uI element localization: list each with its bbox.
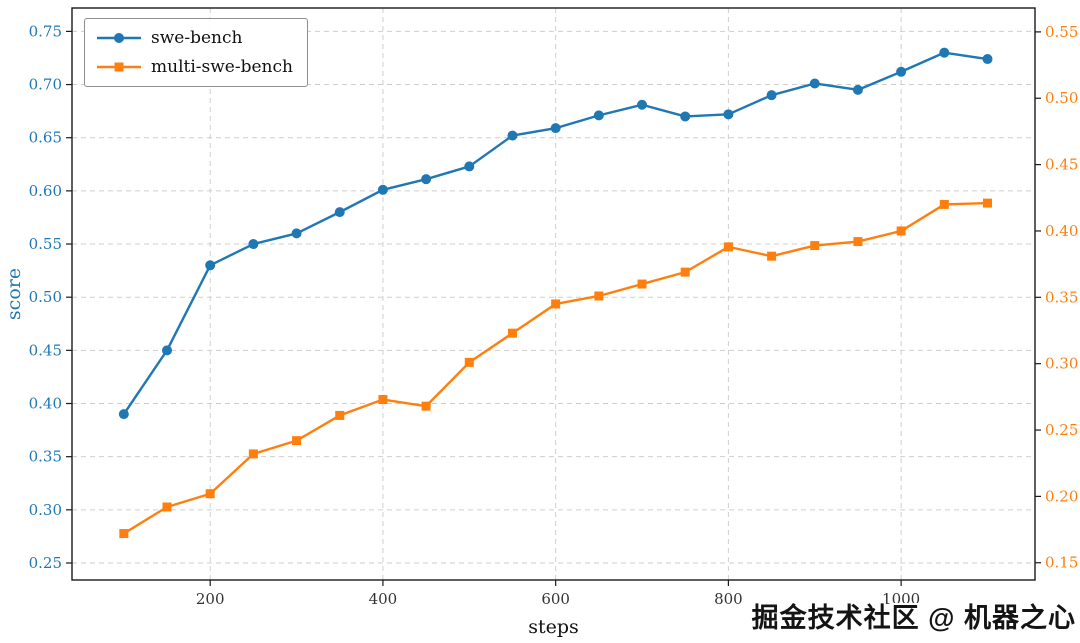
tick-label-right: 0.55 xyxy=(1045,23,1078,41)
marker-square xyxy=(939,199,949,209)
x-axis-label: steps xyxy=(528,616,579,638)
legend: swe-bench multi-swe-bench xyxy=(84,18,308,87)
tick-label-right: 0.30 xyxy=(1045,355,1078,373)
tick-label-left: 0.70 xyxy=(29,76,62,94)
tick-label-x: 400 xyxy=(369,590,398,608)
legend-label-swe-bench: swe-bench xyxy=(151,28,243,48)
marker-circle xyxy=(982,54,993,65)
marker-circle xyxy=(939,47,950,58)
tick-label-right: 0.20 xyxy=(1045,487,1078,505)
legend-swatch-0 xyxy=(97,33,141,43)
tick-label-right: 0.50 xyxy=(1045,89,1078,107)
marker-circle xyxy=(766,90,777,101)
marker-square xyxy=(464,357,474,367)
legend-item-swe-bench: swe-bench xyxy=(95,28,293,48)
marker-square xyxy=(378,395,388,405)
marker-square xyxy=(680,267,690,277)
tick-label-left: 0.40 xyxy=(29,395,62,413)
tick-label-right: 0.25 xyxy=(1045,421,1078,439)
marker-square xyxy=(421,401,431,411)
y-axis-label: score xyxy=(3,268,25,320)
watermark: 掘金技术社区 @ 机器之心 xyxy=(751,603,1076,633)
marker-circle xyxy=(896,66,907,77)
marker-square xyxy=(723,242,733,252)
tick-label-left: 0.65 xyxy=(29,129,62,147)
marker-square xyxy=(292,436,302,446)
marker-square xyxy=(767,251,777,261)
marker-circle xyxy=(421,174,432,185)
marker-square xyxy=(248,449,258,459)
marker-circle xyxy=(248,239,259,250)
marker-square xyxy=(551,299,561,309)
legend-item-multi-swe-bench: multi-swe-bench xyxy=(95,57,293,77)
legend-label-multi-swe-bench: multi-swe-bench xyxy=(151,57,293,77)
marker-circle xyxy=(809,78,820,89)
plot-border xyxy=(71,7,1036,581)
tick-label-left: 0.25 xyxy=(29,554,62,572)
tick-label-left: 0.30 xyxy=(29,501,62,519)
marker-circle xyxy=(118,409,129,420)
legend-marker-circle xyxy=(114,33,124,43)
tick-label-left: 0.75 xyxy=(29,22,62,40)
marker-square xyxy=(982,198,992,208)
marker-circle xyxy=(680,111,691,122)
tick-label-x: 1000 xyxy=(882,590,920,608)
tick-label-right: 0.40 xyxy=(1045,222,1078,240)
marker-circle xyxy=(334,207,345,218)
legend-swatch-1 xyxy=(97,62,141,72)
legend-marker-square xyxy=(114,62,124,72)
marker-square xyxy=(205,489,215,499)
marker-square xyxy=(507,328,517,338)
marker-circle xyxy=(205,260,216,271)
marker-circle xyxy=(291,228,302,239)
tick-label-right: 0.15 xyxy=(1045,554,1078,572)
marker-square xyxy=(335,410,345,420)
marker-circle xyxy=(377,184,388,195)
marker-square xyxy=(896,226,906,236)
tick-label-left: 0.50 xyxy=(29,288,62,306)
tick-label-left: 0.60 xyxy=(29,182,62,200)
tick-label-left: 0.35 xyxy=(29,448,62,466)
tick-label-x: 200 xyxy=(196,590,225,608)
marker-square xyxy=(119,529,129,539)
marker-circle xyxy=(162,345,173,356)
marker-square xyxy=(853,237,863,247)
tick-label-left: 0.55 xyxy=(29,235,62,253)
marker-circle xyxy=(852,84,863,95)
marker-square xyxy=(810,241,820,251)
tick-label-x: 800 xyxy=(714,590,743,608)
marker-circle xyxy=(507,130,518,141)
marker-square xyxy=(594,291,604,301)
marker-square xyxy=(637,279,647,289)
tick-label-right: 0.35 xyxy=(1045,288,1078,306)
marker-circle xyxy=(637,99,648,110)
tick-label-left: 0.45 xyxy=(29,341,62,359)
marker-circle xyxy=(593,110,604,121)
tick-label-right: 0.45 xyxy=(1045,156,1078,174)
marker-circle xyxy=(723,109,734,120)
marker-square xyxy=(162,502,172,512)
tick-label-x: 600 xyxy=(541,590,570,608)
marker-circle xyxy=(464,161,475,172)
marker-circle xyxy=(550,123,561,134)
